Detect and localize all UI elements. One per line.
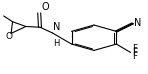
Text: F: F [132,48,137,57]
Text: O: O [42,2,50,12]
Text: F: F [132,44,137,53]
Text: N: N [53,22,61,32]
Text: O: O [6,32,13,41]
Text: H: H [53,39,60,48]
Text: F: F [132,52,137,61]
Text: N: N [134,18,141,28]
